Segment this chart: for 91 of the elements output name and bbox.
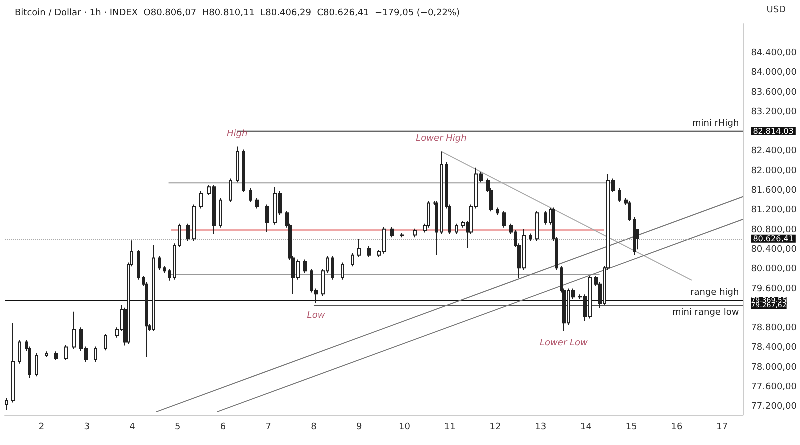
candlestick xyxy=(104,333,107,352)
x-tick-label: 13 xyxy=(535,422,547,432)
candlestick xyxy=(535,210,539,242)
y2-tick-label: 80.626,41 xyxy=(753,234,794,244)
candlestick xyxy=(11,322,15,404)
x-tick-label: 4 xyxy=(130,422,136,432)
candlestick xyxy=(390,226,394,238)
x-tick-label: 7 xyxy=(266,422,272,432)
candlestick xyxy=(186,223,190,242)
candlestick xyxy=(351,252,354,268)
x-tick-label: 12 xyxy=(490,422,502,432)
series-label: mini range low xyxy=(672,308,740,318)
x-tick-label: 6 xyxy=(220,422,226,432)
candlestick xyxy=(137,249,140,280)
annotation: High xyxy=(226,129,248,140)
candlestick xyxy=(331,256,334,280)
candlestick xyxy=(242,149,245,193)
x-tick-label: 11 xyxy=(444,422,456,432)
y-tick-label: 79.600,00 xyxy=(751,284,798,294)
x-tick-label: 3 xyxy=(84,422,90,432)
x-tick-label: 15 xyxy=(626,422,638,432)
candlestick xyxy=(265,204,269,233)
candlestick xyxy=(341,262,344,280)
candlestick xyxy=(618,188,621,203)
x-tick-label: 8 xyxy=(311,422,318,432)
candlestick xyxy=(249,188,252,203)
candlestick xyxy=(255,198,259,210)
candlestick xyxy=(72,311,76,350)
candlestick xyxy=(35,352,38,378)
y-tick-label: 81.600,00 xyxy=(751,186,798,196)
x-tick-label: 17 xyxy=(716,422,728,432)
annotation: Lower High xyxy=(416,134,468,144)
candlestick xyxy=(18,340,21,364)
candlestick xyxy=(45,351,48,358)
y-tick-label: 78.000,00 xyxy=(751,362,798,373)
series-label: range high xyxy=(690,288,740,298)
candlestick xyxy=(633,217,636,256)
candlestick xyxy=(173,243,176,280)
y2-tick-label: 82.814,03 xyxy=(753,126,794,136)
candlestick xyxy=(178,223,181,248)
y-tick-label: 82.000,00 xyxy=(751,166,798,176)
x-tick-label: 5 xyxy=(175,422,181,432)
candlestick xyxy=(168,268,171,282)
candlestick xyxy=(64,344,68,361)
candlestick xyxy=(199,191,203,210)
candlestick xyxy=(357,238,361,258)
series-label: mini rHigh xyxy=(692,118,740,129)
candlestick xyxy=(496,207,499,216)
candlestick xyxy=(54,351,58,361)
x-tick-label: 9 xyxy=(356,422,362,432)
candlestick xyxy=(236,146,239,184)
y-tick-label: 81.200,00 xyxy=(751,206,798,216)
candlestick xyxy=(544,210,547,226)
y-tick-label: 78.400,00 xyxy=(751,343,798,354)
x-tick-label: 2 xyxy=(38,422,45,432)
candlestick xyxy=(455,223,458,235)
y-tick-label: 80.000,00 xyxy=(751,264,798,275)
y-tick-label: 83.200,00 xyxy=(751,107,798,118)
y-tick-label: 78.800,00 xyxy=(751,324,798,334)
candlestick xyxy=(158,256,161,271)
candlestick xyxy=(367,246,371,258)
candlestick xyxy=(440,151,443,235)
y-tick-label: 77.600,00 xyxy=(751,382,798,392)
candlestick xyxy=(94,346,97,362)
candlestick xyxy=(400,232,404,238)
chart-title: Bitcoin / Dollar · 1h · INDEX O80.806,07 H80.810,11 L80.406,29 C80.626,41 −179,05 (−0,22%) xyxy=(15,8,460,18)
y-tick-label: 80.800,00 xyxy=(751,225,798,236)
x-tick-label: 16 xyxy=(671,422,683,432)
candlestick xyxy=(5,398,8,411)
candlestick xyxy=(152,245,155,332)
candlestick xyxy=(502,210,506,228)
annotation: Lower Low xyxy=(540,338,589,349)
y-tick-label: 84.000,00 xyxy=(751,68,798,78)
candlestick xyxy=(229,178,232,203)
candlestick xyxy=(435,200,438,256)
x-tick-label: 14 xyxy=(580,422,592,432)
candlestick xyxy=(529,233,532,242)
candlestick xyxy=(413,228,417,238)
x-tick-label: 10 xyxy=(398,422,411,432)
text: USD xyxy=(766,6,786,16)
candlestick xyxy=(219,198,222,228)
y-tick-label: 82.400,00 xyxy=(751,146,798,157)
y-tick-label: 80.400,00 xyxy=(751,244,798,255)
candlestick xyxy=(303,259,307,274)
y-tick-label: 77.200,00 xyxy=(751,402,798,412)
y-tick-label: 84.400,00 xyxy=(751,48,798,58)
candlestick xyxy=(192,204,196,242)
candlestick xyxy=(628,200,631,222)
candlestick xyxy=(163,266,166,274)
annotation: Low xyxy=(307,310,326,321)
y-tick-label: 83.600,00 xyxy=(751,88,798,98)
